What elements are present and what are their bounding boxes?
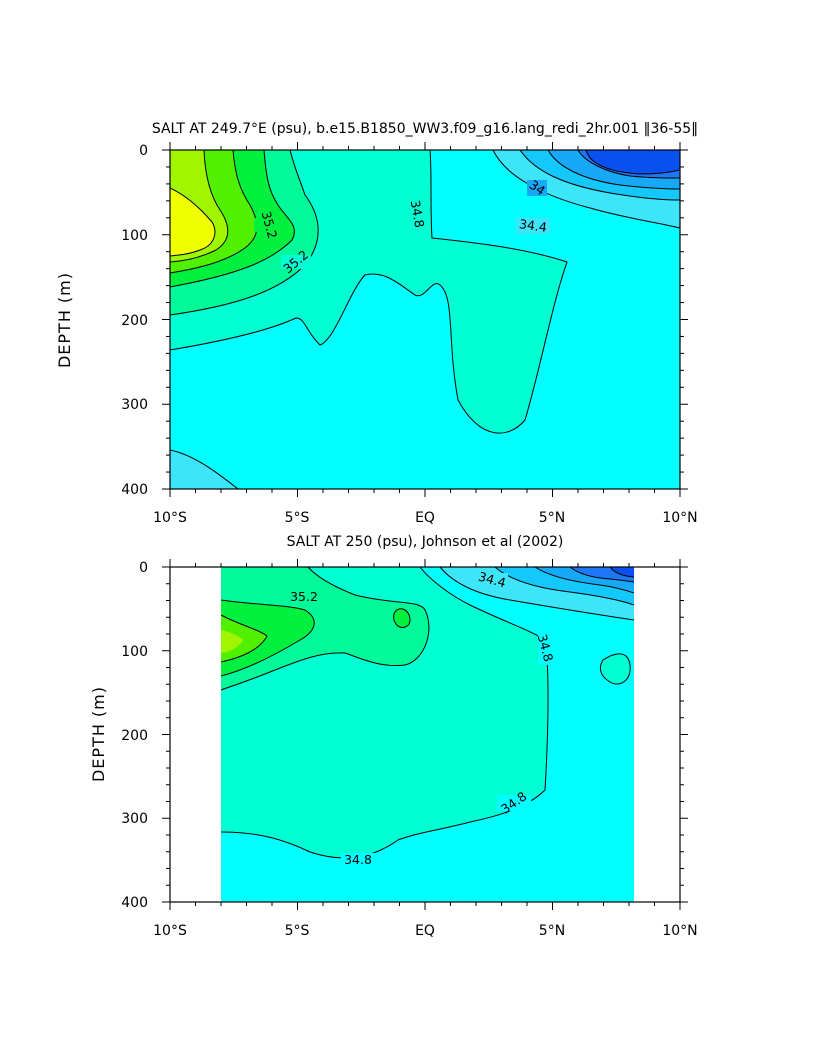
panel-1-x-tick-labels: 10°S 5°S EQ 5°N 10°N [153, 510, 698, 526]
band-35-8 [170, 188, 215, 256]
band-35-2-bubble [393, 608, 410, 628]
panel-1-filled-contours [170, 150, 680, 489]
x-tick-label: 10°N [662, 510, 697, 526]
y-tick-label: 400 [121, 895, 148, 911]
x-tick-label: 5°S [285, 923, 310, 939]
panel-1-y-minor-ticks [162, 149, 688, 490]
band-34-6-bottom-left [170, 450, 238, 489]
y-tick-label: 100 [121, 644, 148, 660]
panel-2-y-axis-label: DEPTH (m) [89, 686, 108, 782]
panel-2-y-tick-labels: 0 100 200 300 400 [121, 560, 148, 911]
panel-2-title: SALT AT 250 (psu), Johnson et al (2002) [287, 534, 564, 550]
model-salinity-section: SALT AT 249.7°E (psu), b.e15.B1850_WW3.f… [55, 121, 698, 526]
contour-label: 34.8 [535, 632, 557, 663]
y-tick-label: 300 [121, 811, 148, 827]
contour-label: 34.4 [477, 569, 508, 591]
panel-1-y-axis-label: DEPTH (m) [55, 272, 74, 368]
x-tick-label: 5°N [539, 510, 565, 526]
y-tick-label: 400 [121, 482, 148, 498]
panel-2-x-minor-ticks [169, 559, 681, 910]
x-tick-label: EQ [415, 923, 435, 939]
panel-2-x-tick-labels: 10°S 5°S EQ 5°N 10°N [153, 923, 698, 939]
x-tick-label: 10°N [662, 923, 697, 939]
y-tick-label: 0 [139, 560, 148, 576]
contour-label: 35.2 [259, 209, 281, 240]
x-tick-label: EQ [415, 510, 435, 526]
panel-1-title: SALT AT 249.7°E (psu), b.e15.B1850_WW3.f… [152, 121, 698, 137]
panel-1-contour-lines [170, 150, 680, 489]
y-tick-label: 0 [139, 143, 148, 159]
x-tick-label: 5°S [285, 510, 310, 526]
y-tick-label: 100 [121, 228, 148, 244]
band-35-4 [221, 615, 267, 662]
panel-2-contour-labels: 35.2 34.4 34.8 34.8 34.8 [288, 569, 556, 867]
band-35-2 [221, 600, 315, 676]
contour-label: 35.2 [290, 589, 318, 604]
panel-1-y-tick-labels: 0 100 200 300 400 [121, 143, 148, 498]
contour-label: 34.8 [408, 199, 428, 229]
panel-2-filled-contours [221, 567, 634, 902]
contour-label: 34 [526, 177, 548, 198]
band-35-0 [221, 567, 429, 690]
band-33-8 [610, 567, 634, 577]
observed-salinity-section: SALT AT 250 (psu), Johnson et al (2002) [89, 534, 698, 939]
contour-label: 34.4 [518, 216, 548, 235]
panel-2-y-minor-ticks [162, 566, 688, 903]
y-tick-label: 200 [121, 313, 148, 329]
y-tick-label: 200 [121, 728, 148, 744]
y-tick-label: 300 [121, 397, 148, 413]
x-tick-label: 5°N [539, 923, 565, 939]
x-tick-label: 10°S [153, 923, 187, 939]
panel-1-x-minor-ticks [169, 142, 681, 497]
x-tick-label: 10°S [153, 510, 187, 526]
band-33-8 [586, 150, 680, 174]
band-34-8-bubble [600, 653, 631, 685]
band-35-6 [221, 630, 243, 653]
contour-label: 34.8 [344, 852, 372, 867]
